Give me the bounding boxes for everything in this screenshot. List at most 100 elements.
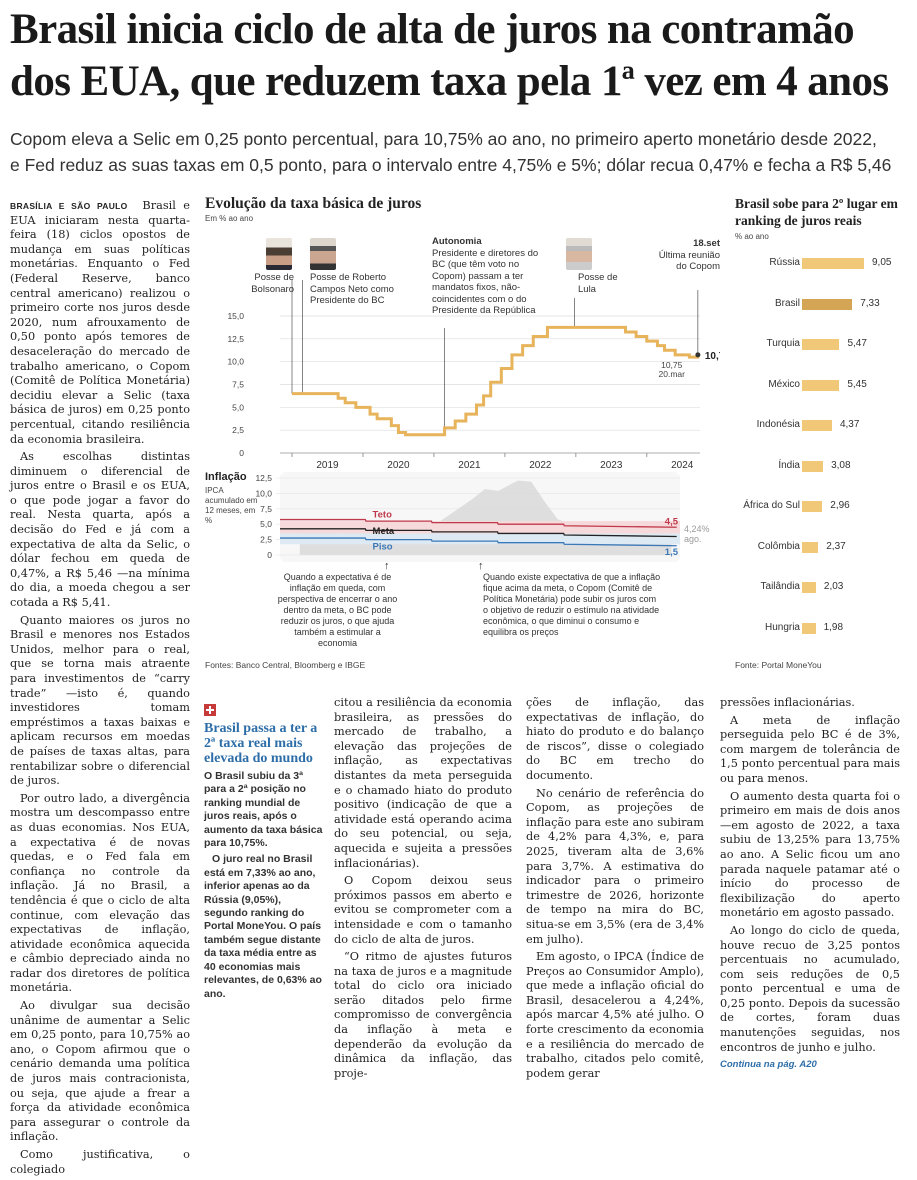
ranking-country-label: México — [768, 378, 800, 390]
article-paragraph: A meta de inflação perseguida pelo BC é … — [720, 713, 900, 785]
y-tick-label: 0 — [267, 550, 272, 560]
article-column-4: ções de inflação, das expectativas de in… — [526, 696, 704, 1084]
ranking-source: Fonte: Portal MoneYou — [735, 660, 822, 670]
annotation-posse-campos: Posse de Roberto Campos Neto como Presid… — [310, 272, 394, 306]
ranking-country-label: Tailândia — [760, 581, 800, 592]
meta-label: Meta — [373, 526, 395, 537]
y-tick-label: 5,0 — [260, 519, 272, 529]
headline: Brasil inicia ciclo de alta de juros na … — [10, 4, 910, 108]
annotation-posse-bolsonaro: Posse de Bolsonaro — [251, 272, 294, 295]
sidebar-box-paragraph: O Brasil subiu da 3ª para a 2ª posição n… — [204, 770, 323, 850]
article-paragraph: Quanto maiores os juros no Brasil e meno… — [10, 613, 190, 788]
inflation-subtitle: IPCA acumulado em 12 meses, em % — [205, 486, 258, 525]
ranking-unit: % ao ano — [735, 232, 769, 241]
continued-link[interactable]: Continua na pág. A20 — [720, 1059, 817, 1071]
main-chart-title: Evolução da taxa básica de juros — [205, 195, 422, 212]
ranking-value-label: 7,33 — [860, 297, 880, 309]
article-paragraph: citou a resiliência da economia brasilei… — [334, 696, 512, 870]
y-tick-label: 10,0 — [227, 357, 244, 367]
ranking-row: Brasil 7,33 — [730, 296, 910, 316]
ranking-row: Hungria 1,98 — [730, 620, 910, 640]
piso-value: 1,5 — [665, 547, 679, 558]
ranking-bar — [802, 339, 840, 350]
ranking-bar — [802, 622, 816, 634]
meta-line — [280, 528, 677, 538]
ranking-row: Colômbia 2,37 — [730, 539, 910, 559]
ranking-bar — [802, 501, 823, 512]
article-paragraph: Ao divulgar sua decisão unânime de aumen… — [10, 999, 190, 1144]
ranking-row: África do Sul 2,96 — [730, 498, 910, 518]
y-tick-label: 12,5 — [255, 473, 272, 483]
main-chart-unit: Em % ao ano — [205, 214, 254, 223]
ranking-country-label: Turquia — [766, 338, 800, 349]
sidebar-box: Brasil passa a ter a 2ª taxa real mais e… — [204, 721, 324, 1004]
ranking-value-label: 5,45 — [847, 378, 867, 390]
article-paragraph: As escolhas distintas diminuem o diferen… — [10, 450, 190, 610]
x-tick-label: 2022 — [529, 460, 552, 471]
note-rate-cut: Quando a expectativa é de inflação em qu… — [277, 572, 398, 648]
inflation-chart: 0 2,5 5,0 7,5 10,0 12,5 Teto Meta Piso 4,5 1,… — [255, 472, 710, 562]
arrow-up-icon: ↑ — [478, 560, 484, 572]
ranking-value-label: 9,05 — [872, 257, 892, 268]
ipca-date: ago. — [684, 534, 702, 544]
ranking-row: Rússia 9,05 — [730, 255, 910, 275]
article-paragraph: No cenário de referência do Copom, as pr… — [526, 786, 704, 946]
subhead-line-1: Copom eleva a Selic em 0,25 ponto percen… — [10, 129, 877, 149]
annotation-last-meeting: 18.set Última reunião do Copom — [658, 238, 720, 272]
x-tick-label: 2021 — [458, 460, 481, 471]
sidebar-box-title: Brasil passa a ter a 2ª taxa real mais e… — [204, 721, 318, 766]
label-mar-value: 10,75 — [661, 360, 683, 370]
ranking-title: Brasil sobe para 2º lugar em ranking de … — [735, 196, 898, 228]
ranking-row: Tailândia 2,03 — [730, 579, 910, 599]
x-tick-label: 2023 — [600, 460, 623, 471]
article-paragraph: ções de inflação, das expectativas de in… — [526, 696, 704, 782]
annotation-posse-lula: Posse de Lula — [578, 272, 618, 295]
ranking-bar — [802, 258, 864, 269]
x-tick-label: 2019 — [316, 460, 339, 471]
subhead: Copom eleva a Selic em 0,25 ponto percen… — [10, 126, 910, 178]
main-chart-source: Fontes: Banco Central, Bloomberg e IBGE — [205, 660, 366, 670]
ranking-country-label: Colômbia — [757, 540, 800, 552]
y-tick-label: 0 — [239, 448, 244, 458]
article-paragraph: O aumento desta quarta foi o primeiro em… — [720, 789, 900, 920]
lula-photo — [566, 238, 592, 270]
article-paragraph: pressões inflacionárias. — [720, 696, 855, 709]
y-tick-label: 2,5 — [260, 535, 272, 545]
ranking-value-label: 2,96 — [830, 500, 850, 511]
ranking-value-label: 5,47 — [847, 338, 867, 349]
ranking-bar-chart: Rússia 9,05 Brasil 7,33 Turquia 5,47 México 5,4… — [730, 255, 915, 645]
selic-series-line — [292, 325, 700, 437]
ranking-country-label: Hungria — [764, 621, 800, 633]
y-tick-label: 7,5 — [232, 380, 244, 390]
piso-label: Piso — [373, 541, 393, 552]
teto-value: 4,5 — [665, 516, 679, 527]
y-tick-label: 7,5 — [260, 504, 272, 514]
inflation-title: Inflação — [205, 471, 247, 483]
y-tick-label: 10,0 — [255, 488, 272, 498]
arrow-up-icon: ↑ — [384, 560, 390, 572]
article-paragraph: BRASÍLIA E SÃO PAULO Brasil e EUA inicia… — [10, 199, 190, 446]
article-column-3: citou a resiliência da economia brasilei… — [334, 696, 512, 1084]
article-paragraph: Por outro lado, a divergência mostra um … — [10, 791, 190, 995]
ranking-bar — [802, 420, 832, 431]
headline-line-1: Brasil inicia ciclo de alta de juros na … — [10, 6, 855, 53]
piso-line — [280, 537, 677, 547]
ranking-country-label: Brasil — [774, 297, 800, 309]
ranking-country-label: África do Sul — [743, 500, 800, 511]
teto-line — [280, 518, 677, 528]
ranking-country-label: Rússia — [769, 257, 800, 268]
ranking-bar — [802, 379, 840, 391]
subhead-line-2: e Fed reduz as suas taxas em 0,5 ponto, … — [10, 155, 892, 175]
label-final-value: 10,75 — [705, 351, 720, 362]
ranking-bar — [802, 541, 819, 553]
ranking-bar — [802, 582, 816, 593]
article-paragraph: Ao longo do ciclo de queda, houve recuo … — [720, 923, 900, 1054]
ranking-row: Turquia 5,47 — [730, 336, 910, 356]
x-tick-label: 2024 — [671, 460, 694, 471]
sidebar-box-paragraph: O juro real no Brasil está em 7,33% ao a… — [204, 853, 322, 1000]
label-mar-date: 20.mar — [659, 369, 686, 379]
ipca-value: 4,24% — [684, 524, 710, 534]
article-column-5: pressões inflacionárias. A meta de infla… — [720, 696, 900, 1073]
headline-line-2: dos EUA, que reduzem taxa pela 1ª vez em… — [10, 58, 889, 105]
teto-label: Teto — [373, 509, 393, 520]
